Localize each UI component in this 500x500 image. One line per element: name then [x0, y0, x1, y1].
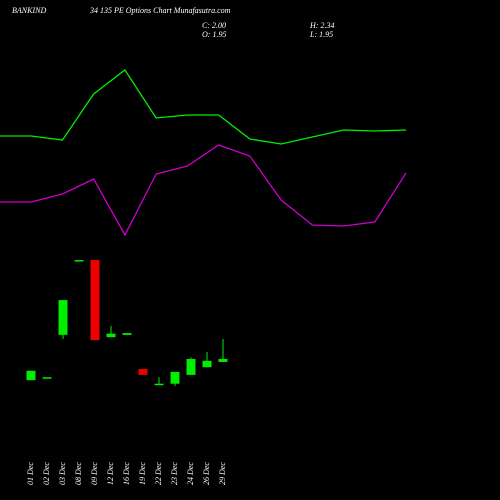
candle-body [202, 360, 212, 368]
chart-subtitle: 34 135 PE Options Chart Munafasutra.com [89, 6, 231, 15]
x-tick-label: 12 Dec [106, 462, 115, 485]
x-tick-label: 03 Dec [58, 462, 67, 485]
candle-body [154, 383, 164, 386]
chart-title: BANKIND [12, 6, 46, 15]
x-tick-label: 24 Dec [186, 462, 195, 485]
candle-body [218, 358, 228, 362]
x-tick-label: 02 Dec [42, 462, 51, 485]
x-tick-label: 19 Dec [138, 462, 147, 485]
candle-body [90, 260, 100, 341]
x-tick-label: 08 Dec [74, 462, 83, 485]
x-tick-label: 16 Dec [122, 462, 131, 485]
x-tick-label: 01 Dec [26, 462, 35, 485]
candle-body [122, 333, 132, 335]
x-tick-label: 22 Dec [154, 462, 163, 485]
indicator-line [0, 144, 407, 237]
candle-body [186, 358, 196, 375]
candle-body [74, 260, 84, 262]
candle-body [42, 377, 52, 379]
x-tick-label: 26 Dec [202, 462, 211, 485]
candle-body [106, 333, 116, 338]
candle-body [138, 368, 148, 375]
x-tick-label: 09 Dec [90, 462, 99, 485]
ohlc-label: H: 2.34 [309, 21, 334, 30]
indicator-line [0, 69, 407, 145]
x-tick-label: 23 Dec [170, 462, 179, 485]
ohlc-label: C: 2.00 [202, 21, 226, 30]
ohlc-label: L: 1.95 [309, 30, 333, 39]
candle-body [26, 370, 36, 381]
candle-body [58, 300, 68, 335]
ohlc-label: O: 1.95 [202, 30, 226, 39]
x-tick-label: 29 Dec [218, 462, 227, 485]
candle-body [170, 371, 180, 384]
